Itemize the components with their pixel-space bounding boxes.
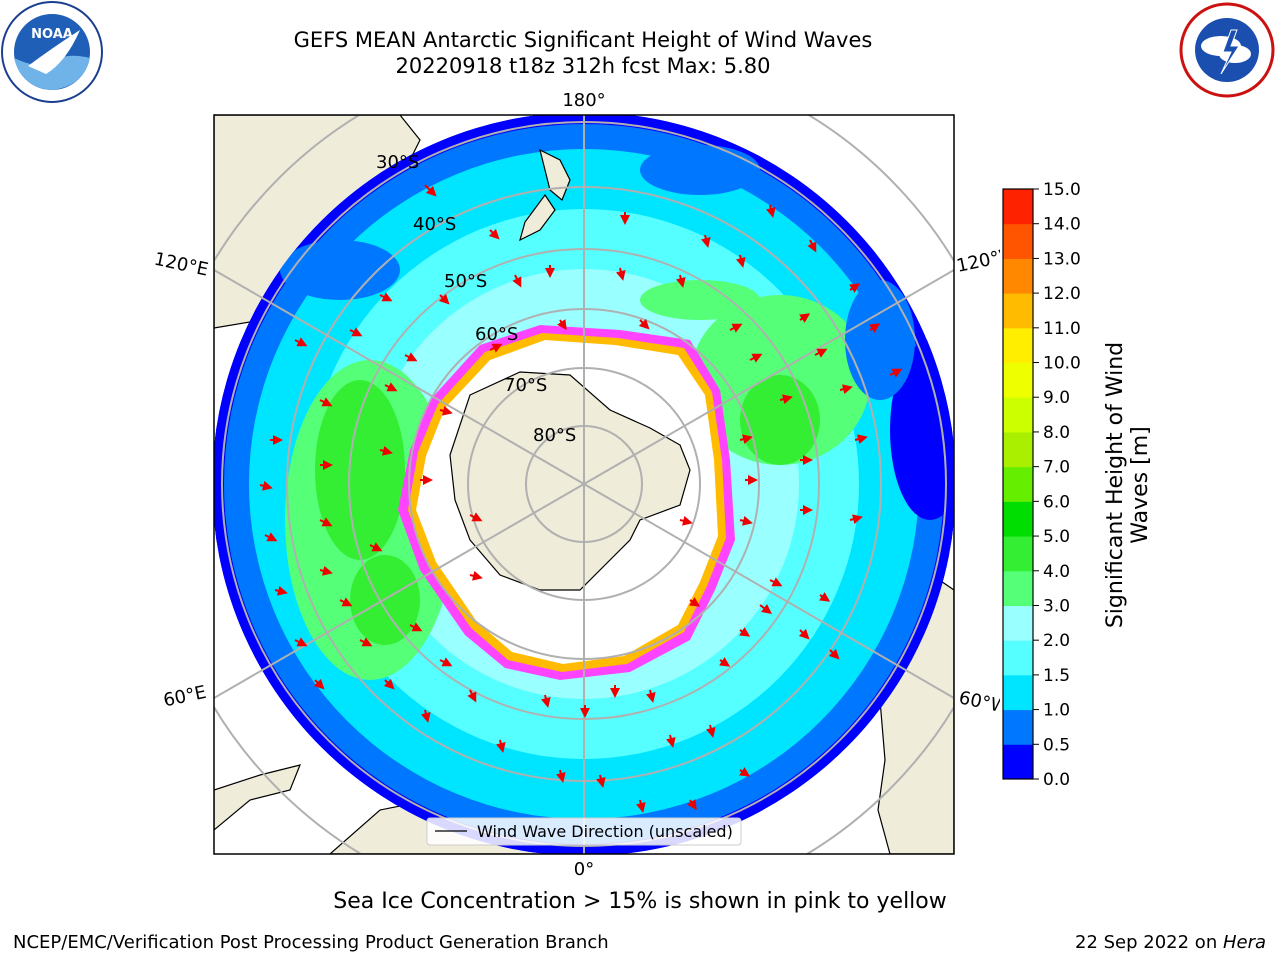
colorbar-tick-label: 4.0 <box>1043 562 1070 582</box>
colorbar-tick-label: 8.0 <box>1043 423 1070 443</box>
lat-label-50s: 50°S <box>444 271 487 292</box>
colorbar-tick-label: 1.0 <box>1043 701 1070 721</box>
chart-subtitle: 20220918 t18z 312h fcst Max: 5.80 <box>395 54 771 78</box>
antarctica-land <box>449 371 691 591</box>
colorbar-swatch <box>1003 327 1033 364</box>
colorbar-tick-label: 5.0 <box>1043 527 1070 547</box>
colorbar-tick-label: 0.5 <box>1043 735 1070 755</box>
polar-map: 30°S 40°S 50°S 60°S 70°S 80°S Wind Wave … <box>152 90 1000 880</box>
colorbar-swatch <box>1003 674 1033 711</box>
footer-machine: Hera <box>1222 932 1266 953</box>
legend-label: Wind Wave Direction (unscaled) <box>477 822 733 841</box>
colorbar-tick-label: 13.0 <box>1043 249 1081 269</box>
colorbar-swatch <box>1003 640 1033 676</box>
colorbar-swatch <box>1003 223 1033 259</box>
footer-date: 22 Sep 2022 on Hera <box>1075 932 1266 953</box>
lat-label-70s: 70°S <box>504 375 547 396</box>
lat-label-40s: 40°S <box>413 214 456 235</box>
colorbar: 0.0 0.5 1.0 1.5 2.0 3.0 4.0 5.0 6.0 7.0 8.0 9.0 10.0… <box>1002 180 1081 790</box>
new-zealand-south-land <box>519 193 556 242</box>
colorbar-tick-label: 11.0 <box>1043 319 1081 339</box>
colorbar-tick-label: 0.0 <box>1043 770 1070 790</box>
footer-branch: NCEP/EMC/Verification Post Processing Pr… <box>13 932 609 953</box>
colorbar-tick-label: 9.0 <box>1043 388 1070 408</box>
chart-title: GEFS MEAN Antarctic Significant Height o… <box>293 28 873 52</box>
nws-logo <box>1179 2 1275 98</box>
colorbar-label-line1: Significant Height of Wind <box>1103 341 1128 629</box>
colorbar-swatches <box>1003 189 1033 780</box>
colorbar-swatch <box>1003 570 1033 606</box>
colorbar-tick-label: 3.0 <box>1043 596 1070 616</box>
graticule <box>214 115 954 854</box>
map-frame <box>213 114 955 855</box>
footer-date-text: 22 Sep 2022 on <box>1075 932 1223 953</box>
colorbar-swatch <box>1003 501 1033 537</box>
colorbar-tick-label: 15.0 <box>1043 180 1081 200</box>
colorbar-swatch <box>1003 431 1033 468</box>
colorbar-swatch <box>1003 744 1033 780</box>
colorbar-tick-label: 7.0 <box>1043 458 1070 478</box>
sea-ice-caption: Sea Ice Concentration > 15% is shown in … <box>333 889 947 914</box>
colorbar-frame <box>1002 188 1034 780</box>
lon-label-left-upper: 120°E <box>152 249 210 281</box>
colorbar-swatch <box>1003 293 1033 329</box>
map-legend <box>426 817 742 846</box>
colorbar-swatch <box>1003 536 1033 572</box>
lat-label-60s: 60°S <box>475 324 518 345</box>
wave-direction-arrows <box>259 184 903 813</box>
colorbar-tick-label: 6.0 <box>1043 492 1070 512</box>
colorbar-swatch <box>1003 709 1033 745</box>
colorbar-tick-label: 2.0 <box>1043 631 1070 651</box>
madagascar-land <box>214 764 301 831</box>
colorbar-tick-label: 12.0 <box>1043 284 1081 304</box>
colorbar-ticks: 0.0 0.5 1.0 1.5 2.0 3.0 4.0 5.0 6.0 7.0 8.0 9.0 10.0… <box>1033 180 1081 790</box>
colorbar-tick-label: 1.5 <box>1043 666 1070 686</box>
svg-text:NOAA: NOAA <box>31 27 73 42</box>
noaa-logo: NOAA <box>1 1 103 103</box>
colorbar-tick-label: 10.0 <box>1043 354 1081 374</box>
colorbar-label-line2: Waves [m] <box>1128 426 1153 544</box>
colorbar-swatch <box>1003 605 1033 641</box>
colorbar-label: Significant Height of Wind Waves [m] <box>1103 285 1153 685</box>
colorbar-swatch <box>1003 189 1033 225</box>
lon-label-left-lower: 60°E <box>162 682 209 712</box>
lat-label-80s: 80°S <box>533 425 576 446</box>
lat-label-30s: 30°S <box>376 152 419 173</box>
colorbar-swatch <box>1003 397 1033 433</box>
colorbar-swatch <box>1003 362 1033 398</box>
lon-label-bottom: 0° <box>574 859 594 880</box>
colorbar-tick-label: 14.0 <box>1043 215 1081 235</box>
colorbar-swatch <box>1003 258 1033 294</box>
colorbar-swatch <box>1003 466 1033 502</box>
lon-label-top: 180° <box>562 90 605 111</box>
